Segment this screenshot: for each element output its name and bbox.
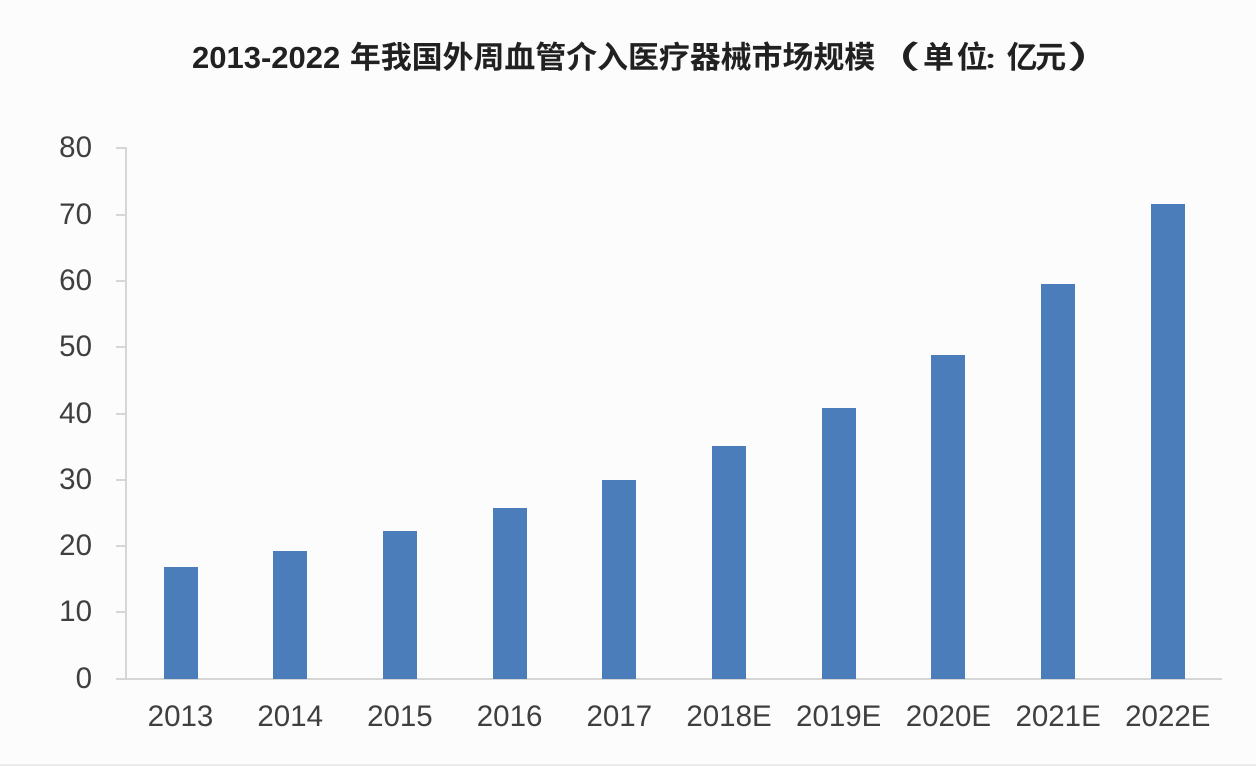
svg-text:2013-2022: 2013-2022 <box>192 40 340 75</box>
